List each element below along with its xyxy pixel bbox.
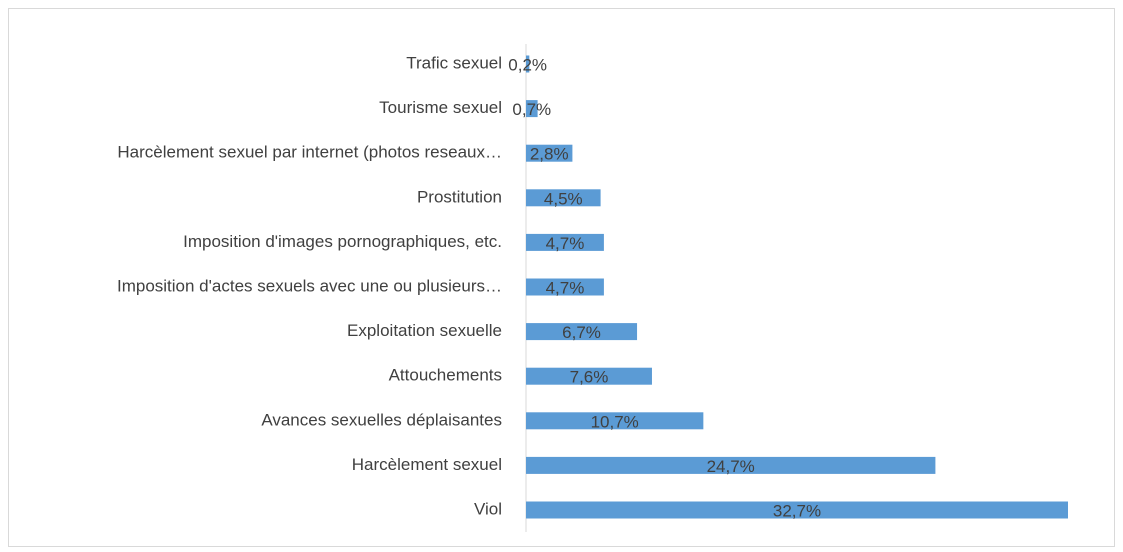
bar bbox=[526, 189, 601, 207]
bar bbox=[526, 100, 538, 118]
bar bbox=[526, 456, 936, 474]
bar bbox=[526, 412, 704, 430]
category-label: Harcèlement sexuel bbox=[352, 455, 502, 474]
category-label: Viol bbox=[474, 499, 502, 518]
category-label: Trafic sexuel bbox=[406, 53, 502, 72]
bar bbox=[526, 501, 1068, 519]
category-label: Avances sexuelles déplaisantes bbox=[261, 410, 502, 429]
value-label: 0,7% bbox=[512, 100, 551, 119]
value-label: 0,2% bbox=[508, 55, 547, 74]
bar bbox=[526, 144, 573, 162]
value-label: 32,7% bbox=[773, 501, 821, 520]
bar bbox=[526, 55, 530, 73]
bar bbox=[526, 278, 604, 296]
value-label: 10,7% bbox=[591, 412, 639, 431]
value-label: 4,5% bbox=[544, 189, 583, 208]
value-label: 7,6% bbox=[570, 368, 609, 387]
value-label: 4,7% bbox=[546, 278, 585, 297]
category-label: Prostitution bbox=[417, 187, 502, 206]
bar bbox=[526, 323, 638, 341]
value-label: 6,7% bbox=[562, 323, 601, 342]
bar bbox=[526, 367, 652, 385]
value-label: 24,7% bbox=[707, 457, 755, 476]
category-label: Imposition d'actes sexuels avec une ou p… bbox=[117, 276, 502, 295]
category-label: Tourisme sexuel bbox=[379, 98, 502, 117]
value-label: 2,8% bbox=[530, 145, 569, 164]
bar bbox=[526, 233, 604, 251]
chart-border bbox=[8, 8, 1115, 547]
value-label: 4,7% bbox=[546, 234, 585, 253]
category-label: Attouchements bbox=[389, 366, 502, 385]
category-label: Harcèlement sexuel par internet (photos … bbox=[117, 143, 502, 162]
category-label: Exploitation sexuelle bbox=[347, 321, 502, 340]
category-label: Imposition d'images pornographiques, etc… bbox=[183, 232, 502, 251]
